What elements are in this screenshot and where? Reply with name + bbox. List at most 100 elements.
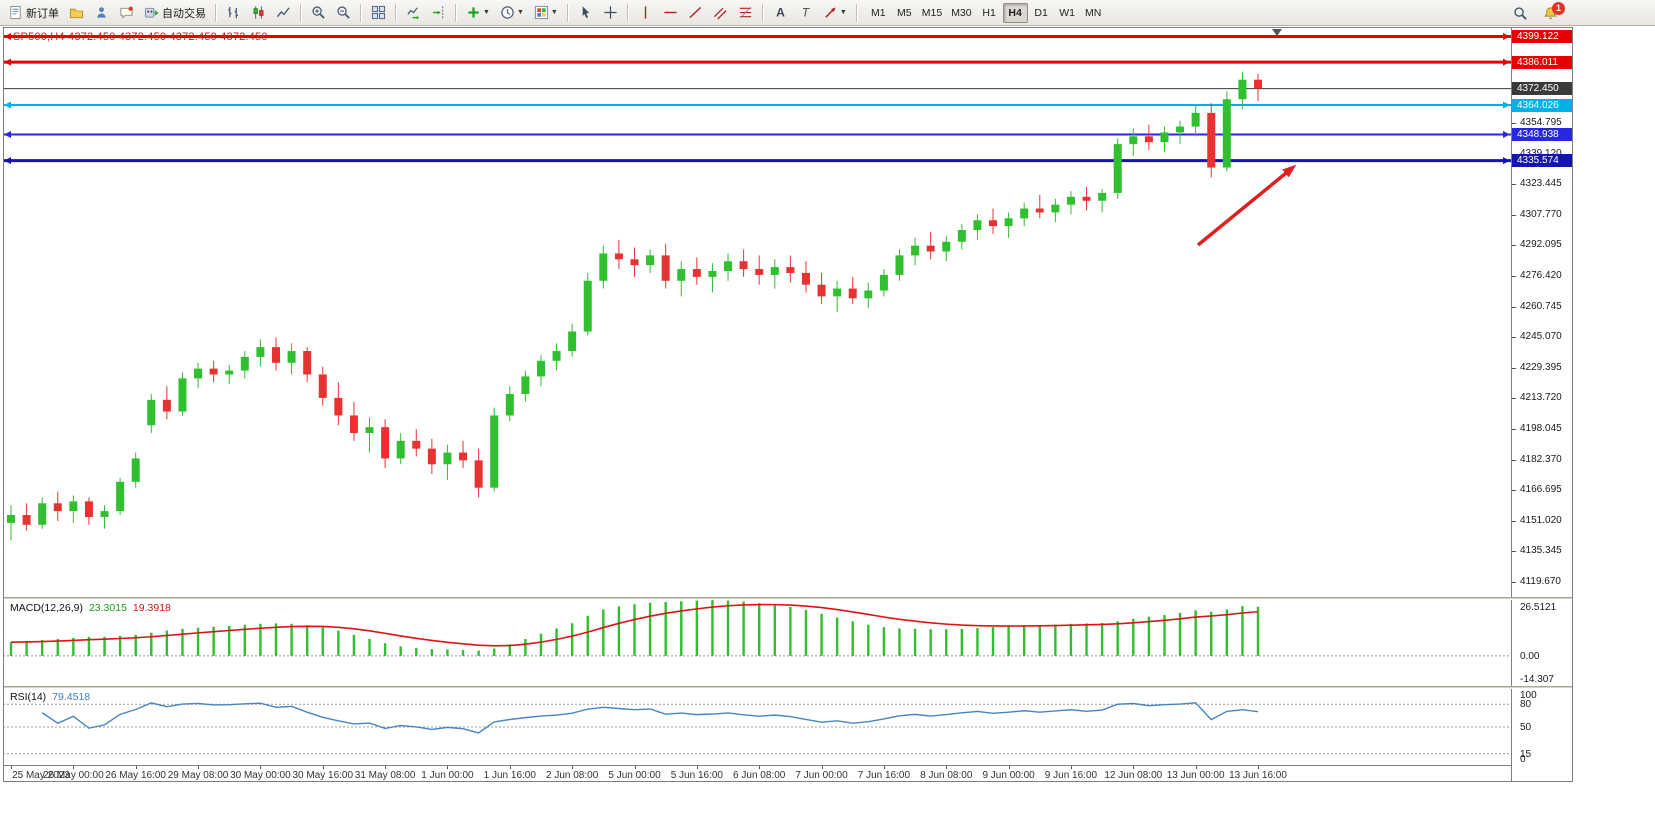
level-right-marker [1503, 130, 1510, 138]
horizontal-line-button[interactable] [658, 2, 683, 24]
time-scale[interactable]: 25 May 2023 26 May 00:00 26 May 16:00 29 Ma… [3, 765, 1511, 782]
rsi-axis-label: 50 [1520, 722, 1532, 733]
macd-histogram [9, 600, 1260, 656]
fibonacci-icon [739, 7, 751, 18]
toolbar-separator [761, 3, 764, 22]
crosshair-icon [604, 6, 617, 19]
zoom-out-button[interactable] [331, 2, 356, 24]
profile-button[interactable] [89, 2, 114, 24]
timeframe-h4[interactable]: H4 [1002, 2, 1028, 23]
toolbar-separator [300, 3, 302, 22]
rsi-axis-label: 80 [1520, 699, 1532, 711]
macd-name: MACD(12,26,9) [10, 602, 83, 614]
macd-canvas[interactable] [3, 600, 1511, 686]
candlestick-button[interactable] [246, 2, 271, 24]
level-left-marker [4, 58, 11, 66]
channel-button[interactable] [708, 2, 733, 24]
time-tick [11, 766, 12, 769]
price-scale[interactable]: 4354.7954339.1204323.4454307.7704292.095… [1511, 27, 1573, 782]
rsi-line [41, 702, 1259, 734]
level-left-marker [4, 33, 11, 41]
macd-signal-value: 19.3918 [132, 602, 171, 614]
time-tick [1133, 766, 1135, 769]
label-button[interactable]: T [793, 2, 818, 24]
auto-scroll-button[interactable] [401, 2, 426, 24]
toolbar-separator [455, 3, 457, 22]
price-tick: 4166.695 [1512, 484, 1573, 496]
time-tick [1258, 766, 1259, 769]
rsi-value: 79.4518 [52, 691, 91, 703]
text-button[interactable]: A [768, 2, 793, 24]
time-label: 1 Jun 16:00 [483, 770, 536, 781]
timeframe-m1[interactable]: M1 [866, 3, 891, 23]
timeframe-d1[interactable]: D1 [1029, 3, 1054, 23]
chart-shift-marker[interactable] [1272, 29, 1282, 36]
arrow-tool-button[interactable]: ▼ [818, 2, 852, 24]
new-order-button[interactable]: 新订单 [3, 2, 64, 24]
indicators-button[interactable]: ▼ [461, 2, 495, 24]
main-price-chart[interactable] [3, 27, 1511, 597]
time-tick [73, 766, 75, 769]
time-tick [759, 766, 761, 769]
rsi-panel[interactable] [3, 689, 1511, 765]
price-level-tag: 4386.011 [1512, 55, 1573, 69]
ohlc-bars-button[interactable] [221, 2, 246, 24]
timeframe-h1[interactable]: H1 [977, 3, 1002, 23]
rsi-canvas[interactable] [3, 689, 1511, 765]
time-tick [821, 766, 823, 769]
timeframe-m5[interactable]: M5 [892, 3, 917, 23]
level-left-marker [4, 157, 11, 165]
documents-icon [69, 8, 84, 19]
time-label: 13 Jun 00:00 [1166, 770, 1225, 781]
price-tick: 4119.670 [1512, 576, 1573, 588]
price-tick: 4276.420 [1512, 270, 1573, 282]
chevron-down-icon: ▼ [483, 9, 490, 16]
chevron-down-icon: ▼ [550, 9, 558, 16]
documents-button[interactable] [64, 2, 89, 24]
timeframe-w1[interactable]: W1 [1055, 3, 1080, 23]
search-button[interactable] [1508, 2, 1533, 24]
notifications-button[interactable]: 1 [1543, 1, 1565, 21]
macd-panel[interactable] [3, 600, 1511, 686]
fibonacci-button[interactable] [733, 2, 758, 24]
time-tick [509, 766, 511, 769]
price-tick: 4260.745 [1512, 301, 1573, 313]
line-chart-icon [276, 7, 290, 18]
tile-windows-icon [371, 5, 386, 20]
chat-button[interactable] [114, 2, 139, 24]
chart-shift-button[interactable] [426, 2, 451, 24]
template-button[interactable]: ▼ [529, 2, 563, 24]
price-tick: 4354.795 [1512, 117, 1573, 129]
price-tick: 4323.445 [1512, 178, 1573, 190]
price-level-tag: 4399.122 [1512, 30, 1573, 44]
periods-button[interactable]: ▼ [495, 2, 529, 24]
time-label: 13 Jun 16:00 [1229, 770, 1287, 781]
panel-separator[interactable] [3, 686, 1573, 689]
time-tick [135, 766, 137, 769]
toolbar-right-group: 1 [1508, 1, 1565, 24]
zoom-in-button[interactable] [306, 2, 331, 24]
line-chart-button[interactable] [271, 2, 296, 24]
timeframe-m15[interactable]: M15 [918, 3, 946, 23]
timeframe-mn[interactable]: MN [1081, 3, 1106, 23]
autotrading-button[interactable]: 自动交易 [139, 2, 211, 24]
trendline-button[interactable] [683, 2, 708, 24]
cursor-button[interactable] [573, 2, 598, 24]
time-label: 26 May 00:00 [43, 770, 104, 781]
vertical-line-button[interactable] [633, 2, 658, 24]
arrow-tool-icon [825, 7, 836, 18]
time-tick [883, 766, 885, 769]
panel-separator[interactable] [3, 597, 1573, 600]
main-toolbar: 新订单 自动交易 [0, 0, 1655, 26]
level-right-marker [1503, 58, 1510, 66]
main-chart-canvas[interactable] [3, 27, 1511, 597]
crosshair-button[interactable] [598, 2, 623, 24]
price-tick: 4198.045 [1512, 423, 1573, 435]
trend-arrow-annotation[interactable] [1196, 167, 1293, 247]
chart-shift-icon [432, 6, 444, 19]
timeframe-m30[interactable]: M30 [947, 3, 975, 23]
tile-windows-button[interactable] [366, 2, 391, 24]
time-label: 9 Jun 00:00 [982, 770, 1035, 781]
time-label: 7 Jun 00:00 [795, 770, 848, 781]
periods-icon [501, 6, 514, 19]
